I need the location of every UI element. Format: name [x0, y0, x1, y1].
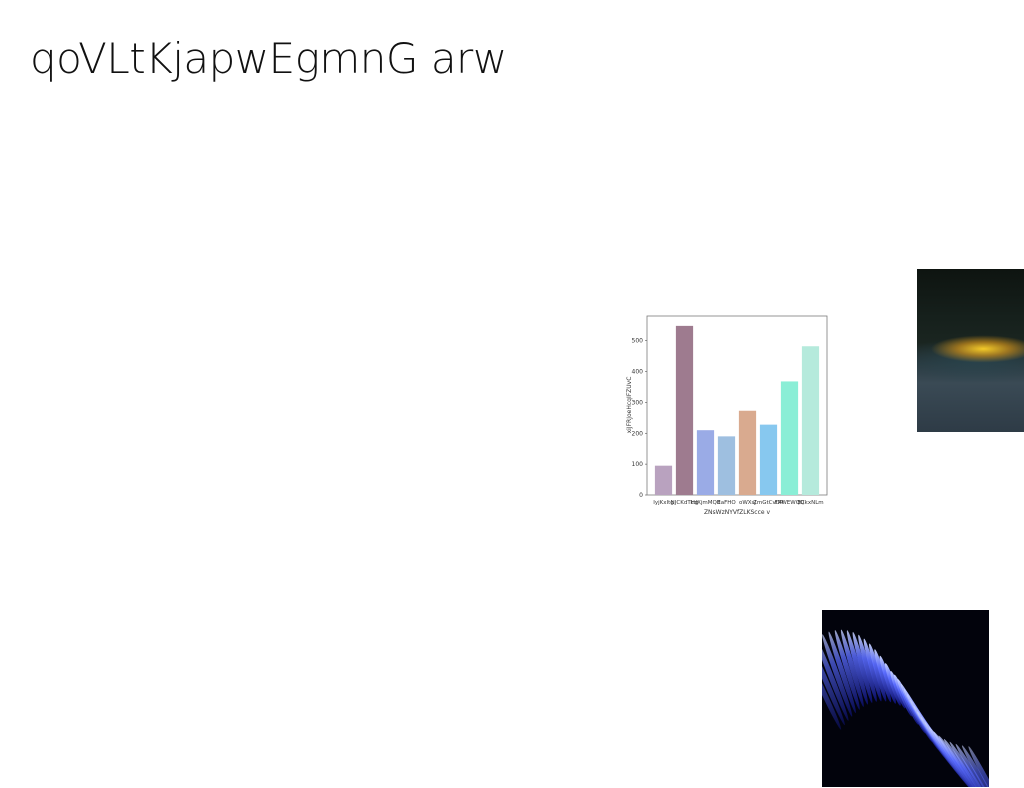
bar-NJCKdTHg: [675, 325, 694, 495]
bars: [654, 325, 820, 495]
wave-ribbon: [961, 745, 989, 787]
y-tick-label: 300: [632, 399, 644, 406]
x-tick-label: NJCKdTHg: [671, 500, 699, 506]
y-tick-label: 200: [632, 430, 644, 437]
wave-ribbon: [874, 649, 892, 703]
x-axis-label: ZNsWzNYVfZLKScce v: [704, 509, 771, 516]
wave-ribbon: [846, 630, 868, 705]
wave-ribbons: [822, 629, 989, 787]
x-tick-label: ECkxNLm: [797, 500, 823, 506]
wave-ribbon: [884, 663, 901, 706]
wave-ribbon: [852, 631, 873, 703]
y-tick-label: 100: [632, 461, 644, 468]
bar-IyjKxItg: [654, 465, 673, 495]
wave-ribbon: [858, 634, 877, 702]
blue-wave-svg: [822, 629, 989, 787]
wave-ribbon: [828, 631, 856, 713]
wave-ribbon: [822, 634, 853, 717]
blue-wave-image: [822, 610, 989, 787]
x-tick-label: ZmGtCvDR: [753, 500, 784, 506]
night-landscape-photo: [917, 269, 1024, 432]
wave-ribbon: [863, 638, 882, 702]
x-tick-label: IyjKxItg: [653, 500, 674, 506]
bar-ECkxNLm: [801, 346, 820, 495]
x-tick-label: FRWEWQQ: [775, 500, 805, 506]
bar-chart: 0 100 200 300 400 500 IyjKxItg NJCKdTHg kdXjmMQ…: [622, 310, 834, 518]
wave-ribbon: [869, 643, 887, 702]
y-axis-label: xiJFRJoeHcqIFZUvC: [626, 377, 633, 434]
bar-FRWEWQQ: [780, 381, 799, 495]
x-tick-label: kdXjmMQB: [690, 500, 720, 506]
bar-EaFHO: [717, 436, 736, 495]
bar-oWXsJ: [738, 410, 757, 495]
y-tick-label: 0: [639, 492, 643, 499]
y-axis-ticks: 0 100 200 300 400 500: [632, 338, 647, 499]
plot-frame: [646, 315, 828, 496]
wave-ribbon: [822, 642, 845, 726]
y-tick-label: 500: [632, 338, 644, 345]
y-tick-label: 400: [632, 369, 644, 376]
slide-title: qoVLtKjapwEgmnG arw: [30, 34, 507, 83]
wave-ribbon: [834, 630, 860, 710]
bar-chart-svg: 0 100 200 300 400 500 IyjKxItgNJCKdTHgkdXjmMQ…: [626, 315, 828, 516]
wave-ribbon: [955, 743, 989, 787]
x-tick-label: EaFHO: [717, 500, 736, 506]
wave-ribbon: [949, 741, 989, 787]
wave-ribbon: [822, 648, 842, 730]
wave-ribbon: [822, 637, 849, 721]
wave-ribbon: [840, 629, 864, 707]
wave-ribbon: [879, 655, 896, 704]
bar-kdXjmMQB: [696, 430, 715, 495]
x-tick-label: oWXsJ: [739, 500, 756, 506]
bar-ZmGtCvDR: [759, 424, 778, 495]
